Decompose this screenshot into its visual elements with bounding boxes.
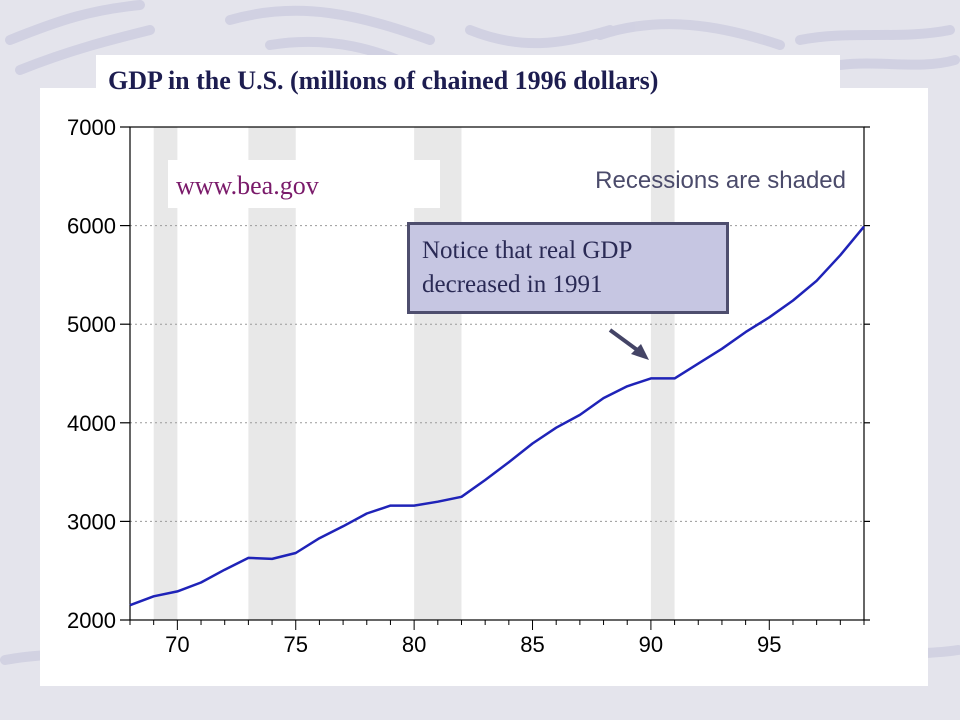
note-line-1: Notice that real GDP xyxy=(422,237,633,264)
recession-band xyxy=(153,127,178,620)
x-tick-label: 70 xyxy=(165,632,189,657)
y-tick-label: 4000 xyxy=(67,411,116,436)
y-tick-label: 5000 xyxy=(67,312,116,337)
x-tick-label: 85 xyxy=(520,632,544,657)
x-tick-label: 95 xyxy=(757,632,781,657)
annotation-note: Notice that real GDP decreased in 1991 xyxy=(407,222,729,314)
y-tick-label: 2000 xyxy=(67,608,116,633)
y-tick-label: 7000 xyxy=(67,115,116,140)
shade-label: Recessions are shaded xyxy=(595,167,846,194)
recession-band xyxy=(414,127,462,620)
recession-band xyxy=(650,127,675,620)
source-label: www.bea.gov xyxy=(168,160,440,208)
recession-band xyxy=(248,127,296,620)
plot-frame xyxy=(129,126,865,621)
note-line-2: decreased in 1991 xyxy=(422,271,603,298)
y-tick-label: 6000 xyxy=(67,214,116,239)
annotation-arrow xyxy=(608,328,649,360)
y-tick-label: 3000 xyxy=(67,509,116,534)
x-tick-label: 90 xyxy=(639,632,663,657)
gdp-series-line xyxy=(129,225,865,607)
slide-title: GDP in the U.S. (millions of chained 199… xyxy=(96,55,840,105)
x-tick-label: 80 xyxy=(402,632,426,657)
x-tick-label: 75 xyxy=(283,632,307,657)
